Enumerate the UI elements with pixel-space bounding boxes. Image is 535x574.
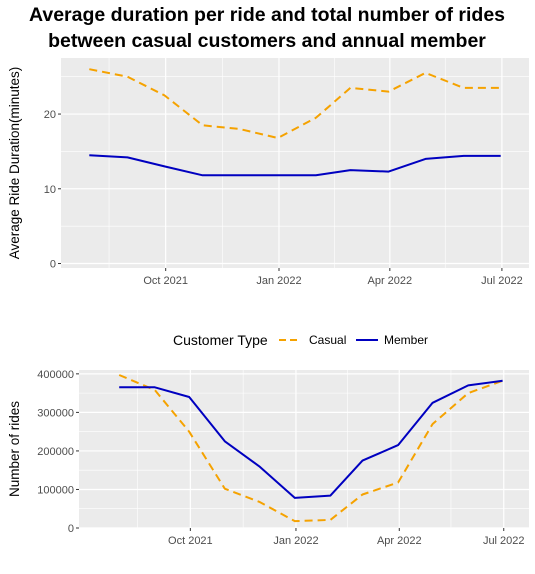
x-tick-label: Apr 2022 — [368, 275, 413, 287]
y-tick-label: 100000 — [37, 484, 74, 496]
y-axis-title: Number of rides — [7, 401, 22, 497]
panel-background — [61, 58, 529, 268]
chart-title-line-1: Average duration per ride and total numb… — [29, 4, 505, 26]
chart-title-line-2: between casual customers and annual memb… — [48, 30, 486, 52]
series-line-member — [89, 154, 501, 177]
rides-panel: 0 100000 200000 300000 400000 Oct 2021 Jan 202… — [7, 369, 529, 547]
x-tick-label: Jan 2022 — [273, 535, 318, 547]
y-tick-label: 300000 — [37, 407, 74, 419]
y-tick-label: 0 — [50, 259, 56, 271]
legend-title: Customer Type — [173, 332, 268, 348]
panel-background — [79, 370, 529, 528]
series-line-casual — [89, 68, 501, 139]
x-tick-label: Oct 2021 — [168, 535, 213, 547]
y-tick-label: 400000 — [37, 369, 74, 381]
x-tick-label: Apr 2022 — [377, 535, 422, 547]
series-line-casual — [118, 374, 503, 523]
legend: Customer Type Casual Member — [173, 332, 428, 348]
y-tick-label: 0 — [68, 523, 74, 535]
x-tick-label: Oct 2021 — [143, 275, 188, 287]
series-line-member — [119, 379, 503, 499]
duration-panel: 0 10 20 Oct 2021 Jan 2022 Apr 2022 Jul 2022 Ave… — [7, 58, 529, 287]
y-tick-label: 200000 — [37, 446, 74, 458]
legend-label-member: Member — [384, 333, 428, 347]
x-tick-label: Jul 2022 — [481, 275, 523, 287]
y-tick-label: 10 — [44, 184, 56, 196]
y-tick-label: 20 — [44, 109, 56, 121]
y-axis-title: Average Ride Duration(minutes) — [7, 67, 22, 260]
x-tick-label: Jul 2022 — [483, 535, 525, 547]
x-tick-label: Jan 2022 — [256, 275, 301, 287]
legend-label-casual: Casual — [309, 333, 346, 347]
